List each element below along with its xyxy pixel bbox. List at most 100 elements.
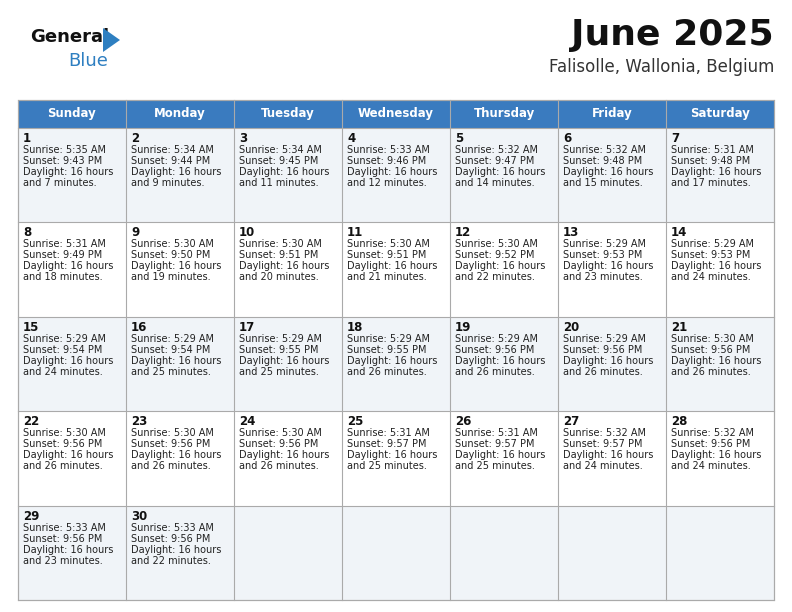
Text: and 9 minutes.: and 9 minutes. [131, 178, 204, 188]
Text: 7: 7 [671, 132, 679, 145]
Text: Sunrise: 5:34 AM: Sunrise: 5:34 AM [239, 145, 322, 155]
Text: General: General [30, 28, 109, 46]
Text: Daylight: 16 hours: Daylight: 16 hours [239, 356, 329, 366]
Text: Sunset: 9:56 PM: Sunset: 9:56 PM [671, 439, 750, 449]
Text: Friday: Friday [592, 108, 632, 121]
Text: Tuesday: Tuesday [261, 108, 315, 121]
Text: Sunset: 9:56 PM: Sunset: 9:56 PM [23, 534, 102, 543]
Text: Sunrise: 5:32 AM: Sunrise: 5:32 AM [671, 428, 754, 438]
Text: Daylight: 16 hours: Daylight: 16 hours [563, 356, 653, 366]
Text: 17: 17 [239, 321, 255, 334]
Text: 1: 1 [23, 132, 31, 145]
Text: Sunrise: 5:30 AM: Sunrise: 5:30 AM [671, 334, 754, 344]
Text: Sunrise: 5:31 AM: Sunrise: 5:31 AM [23, 239, 106, 250]
Text: and 26 minutes.: and 26 minutes. [455, 367, 535, 377]
Text: Daylight: 16 hours: Daylight: 16 hours [131, 356, 222, 366]
Text: 29: 29 [23, 510, 40, 523]
Bar [18, 222, 774, 317]
Text: Sunset: 9:57 PM: Sunset: 9:57 PM [455, 439, 535, 449]
Text: 16: 16 [131, 321, 147, 334]
Text: Daylight: 16 hours: Daylight: 16 hours [23, 167, 113, 177]
Text: Daylight: 16 hours: Daylight: 16 hours [347, 167, 437, 177]
Text: Sunset: 9:56 PM: Sunset: 9:56 PM [131, 439, 211, 449]
Text: Daylight: 16 hours: Daylight: 16 hours [347, 450, 437, 460]
Text: and 24 minutes.: and 24 minutes. [563, 461, 643, 471]
Text: 25: 25 [347, 415, 364, 428]
Text: 28: 28 [671, 415, 687, 428]
Text: 5: 5 [455, 132, 463, 145]
Text: 30: 30 [131, 510, 147, 523]
Text: June 2025: June 2025 [571, 18, 774, 52]
Text: and 12 minutes.: and 12 minutes. [347, 178, 427, 188]
Text: and 7 minutes.: and 7 minutes. [23, 178, 97, 188]
Text: and 15 minutes.: and 15 minutes. [563, 178, 643, 188]
Text: Sunrise: 5:31 AM: Sunrise: 5:31 AM [671, 145, 754, 155]
Text: Sunset: 9:48 PM: Sunset: 9:48 PM [671, 156, 750, 166]
Text: and 25 minutes.: and 25 minutes. [239, 367, 319, 377]
Text: Daylight: 16 hours: Daylight: 16 hours [671, 450, 761, 460]
Text: and 22 minutes.: and 22 minutes. [455, 272, 535, 282]
Text: Sunrise: 5:32 AM: Sunrise: 5:32 AM [563, 428, 646, 438]
Text: and 23 minutes.: and 23 minutes. [23, 556, 103, 565]
Text: Sunset: 9:50 PM: Sunset: 9:50 PM [131, 250, 211, 260]
Text: Daylight: 16 hours: Daylight: 16 hours [563, 167, 653, 177]
Text: Sunrise: 5:31 AM: Sunrise: 5:31 AM [347, 428, 430, 438]
Bar [18, 128, 774, 222]
Text: Sunrise: 5:32 AM: Sunrise: 5:32 AM [455, 145, 538, 155]
Text: Sunset: 9:54 PM: Sunset: 9:54 PM [131, 345, 211, 355]
Text: and 22 minutes.: and 22 minutes. [131, 556, 211, 565]
Text: Daylight: 16 hours: Daylight: 16 hours [23, 261, 113, 271]
Text: Sunset: 9:54 PM: Sunset: 9:54 PM [23, 345, 102, 355]
Text: Sunrise: 5:29 AM: Sunrise: 5:29 AM [671, 239, 754, 250]
Text: Sunrise: 5:30 AM: Sunrise: 5:30 AM [347, 239, 430, 250]
Text: Falisolle, Wallonia, Belgium: Falisolle, Wallonia, Belgium [549, 58, 774, 76]
Text: Daylight: 16 hours: Daylight: 16 hours [455, 450, 546, 460]
Text: Sunrise: 5:29 AM: Sunrise: 5:29 AM [239, 334, 322, 344]
Text: Daylight: 16 hours: Daylight: 16 hours [347, 261, 437, 271]
Text: 14: 14 [671, 226, 687, 239]
Text: Sunrise: 5:29 AM: Sunrise: 5:29 AM [563, 334, 646, 344]
Text: Sunset: 9:45 PM: Sunset: 9:45 PM [239, 156, 318, 166]
Text: Sunset: 9:56 PM: Sunset: 9:56 PM [671, 345, 750, 355]
Text: Sunrise: 5:35 AM: Sunrise: 5:35 AM [23, 145, 106, 155]
Text: Sunset: 9:52 PM: Sunset: 9:52 PM [455, 250, 535, 260]
Text: Daylight: 16 hours: Daylight: 16 hours [239, 167, 329, 177]
Text: Monday: Monday [154, 108, 206, 121]
Text: Wednesday: Wednesday [358, 108, 434, 121]
Text: Sunset: 9:56 PM: Sunset: 9:56 PM [131, 534, 211, 543]
Text: Daylight: 16 hours: Daylight: 16 hours [563, 450, 653, 460]
Text: Sunrise: 5:30 AM: Sunrise: 5:30 AM [239, 239, 322, 250]
Text: Sunset: 9:56 PM: Sunset: 9:56 PM [455, 345, 535, 355]
Text: Sunset: 9:56 PM: Sunset: 9:56 PM [563, 345, 642, 355]
Text: Sunset: 9:57 PM: Sunset: 9:57 PM [347, 439, 427, 449]
Text: Sunset: 9:56 PM: Sunset: 9:56 PM [23, 439, 102, 449]
Text: Daylight: 16 hours: Daylight: 16 hours [23, 545, 113, 554]
Text: Sunday: Sunday [48, 108, 97, 121]
Text: Sunset: 9:51 PM: Sunset: 9:51 PM [347, 250, 426, 260]
Text: and 19 minutes.: and 19 minutes. [131, 272, 211, 282]
Text: Sunrise: 5:29 AM: Sunrise: 5:29 AM [23, 334, 106, 344]
Text: 15: 15 [23, 321, 40, 334]
Text: Sunrise: 5:29 AM: Sunrise: 5:29 AM [563, 239, 646, 250]
Text: Thursday: Thursday [474, 108, 535, 121]
Text: and 25 minutes.: and 25 minutes. [347, 461, 427, 471]
Text: and 23 minutes.: and 23 minutes. [563, 272, 643, 282]
Text: Daylight: 16 hours: Daylight: 16 hours [671, 167, 761, 177]
Text: Sunset: 9:46 PM: Sunset: 9:46 PM [347, 156, 426, 166]
Text: 19: 19 [455, 321, 471, 334]
Text: and 26 minutes.: and 26 minutes. [23, 461, 103, 471]
Text: Daylight: 16 hours: Daylight: 16 hours [671, 261, 761, 271]
Text: Sunrise: 5:33 AM: Sunrise: 5:33 AM [131, 523, 214, 532]
Text: and 21 minutes.: and 21 minutes. [347, 272, 427, 282]
Text: Sunrise: 5:30 AM: Sunrise: 5:30 AM [239, 428, 322, 438]
Text: Sunrise: 5:30 AM: Sunrise: 5:30 AM [455, 239, 538, 250]
Text: and 26 minutes.: and 26 minutes. [671, 367, 751, 377]
Text: Sunrise: 5:31 AM: Sunrise: 5:31 AM [455, 428, 538, 438]
Text: 18: 18 [347, 321, 364, 334]
Text: 26: 26 [455, 415, 471, 428]
Text: Daylight: 16 hours: Daylight: 16 hours [239, 261, 329, 271]
Text: Sunset: 9:55 PM: Sunset: 9:55 PM [239, 345, 318, 355]
Bar [18, 506, 774, 600]
Text: Daylight: 16 hours: Daylight: 16 hours [563, 261, 653, 271]
Bar [18, 100, 774, 128]
